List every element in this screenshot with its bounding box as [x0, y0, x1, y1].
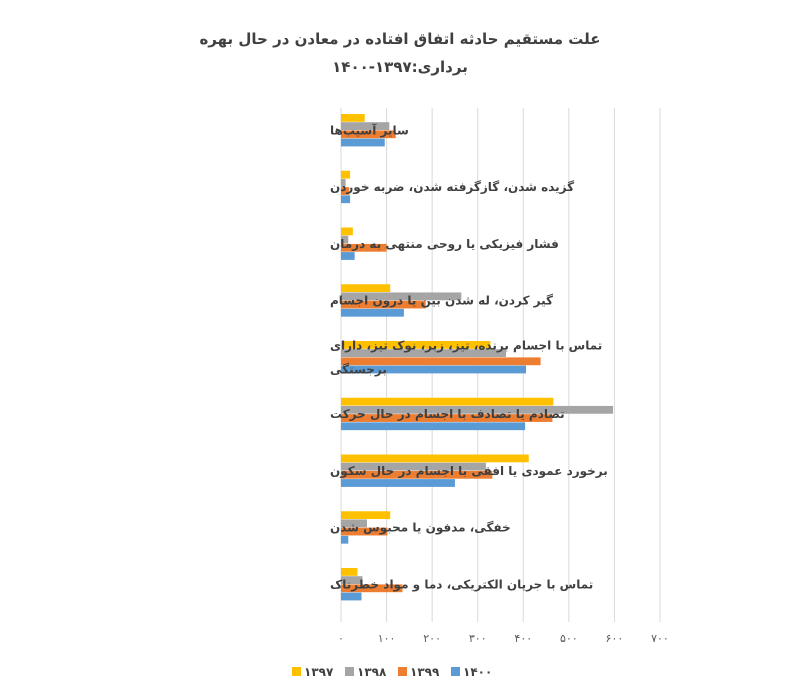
- bar: [341, 568, 358, 576]
- bar: [341, 300, 426, 309]
- bar: [341, 479, 455, 487]
- x-tick-label: ۵۰۰: [560, 632, 578, 645]
- x-tick-label: ۶۰۰: [606, 632, 624, 645]
- bar: [341, 365, 527, 374]
- x-tick-label: ۲۰۰: [423, 632, 441, 645]
- bar: [341, 397, 554, 406]
- bar: [341, 122, 390, 130]
- bar: [341, 195, 351, 204]
- bar: [341, 227, 353, 236]
- bar: [341, 414, 553, 422]
- bar: [341, 535, 349, 544]
- chart-title: علت مستقیم حادثه اتفاق افتاده در معادن د…: [199, 30, 601, 48]
- bar: [341, 243, 387, 252]
- legend-swatch: [451, 667, 460, 676]
- bar: [341, 405, 614, 414]
- legend-swatch: [398, 667, 407, 676]
- bar: [341, 519, 367, 528]
- x-tick-label: ۱۰۰: [378, 632, 396, 645]
- legend-swatch: [345, 667, 354, 676]
- category-label: برجستگی: [330, 362, 387, 376]
- category-label: تماس با جریان الکتریکی، دما و مواد خطرنا…: [330, 577, 593, 592]
- category-label: سایر آسیب‌ها: [330, 122, 409, 137]
- bar: [341, 454, 529, 463]
- category-label: گزیده شدن، گازگرفته شدن، ضربه خوردن: [330, 180, 574, 195]
- bar: [341, 138, 385, 147]
- x-tick-label: ۰: [338, 632, 344, 645]
- category-label: گیر کردن، له شدن بین یا درون اجسام: [330, 294, 553, 309]
- bar: [341, 511, 391, 520]
- bar: [341, 470, 493, 479]
- bar: [341, 349, 506, 357]
- bar: [341, 187, 350, 195]
- bar: [341, 592, 362, 601]
- bar: [341, 114, 365, 122]
- category-label: برخورد عمودی یا افقی با اجسام در حال سکو…: [330, 464, 608, 479]
- legend-label: ۱۳۹۷: [304, 665, 334, 679]
- legend-swatch: [292, 667, 301, 676]
- category-label: تماس با اجسام برنده، تیز، زبر، نوک تیز، …: [330, 338, 602, 353]
- bar: [341, 284, 391, 293]
- bar: [341, 357, 541, 366]
- bar: [341, 130, 396, 139]
- bar: [341, 576, 363, 584]
- x-tick-label: ۴۰۰: [514, 632, 532, 645]
- bar: [341, 422, 526, 431]
- x-tick-label: ۷۰۰: [651, 632, 669, 645]
- x-tick-label: ۳۰۰: [469, 632, 487, 645]
- bar: [341, 252, 355, 260]
- legend-label: ۱۴۰۰: [463, 665, 492, 679]
- legend-label: ۱۳۹۸: [357, 665, 387, 679]
- bar: [341, 527, 388, 536]
- category-label: تصادم یا تصادف با اجسام در حال حرکت: [330, 407, 565, 422]
- legend-label: ۱۳۹۹: [410, 665, 440, 679]
- bar: [341, 584, 403, 593]
- bar: [341, 292, 462, 301]
- category-label: فشار فیزیکی یا روحی منتهی به درمان: [330, 237, 559, 252]
- bar: [341, 341, 491, 349]
- bar: [341, 235, 349, 244]
- bar: [341, 170, 351, 179]
- bar: [341, 462, 486, 471]
- chart-subtitle: برداری:۱۳۹۷-۱۴۰۰: [332, 58, 468, 76]
- bar: [341, 308, 404, 317]
- bar: [341, 178, 346, 187]
- category-label: خفگی، مدفون یا محبوس شدن: [330, 521, 511, 536]
